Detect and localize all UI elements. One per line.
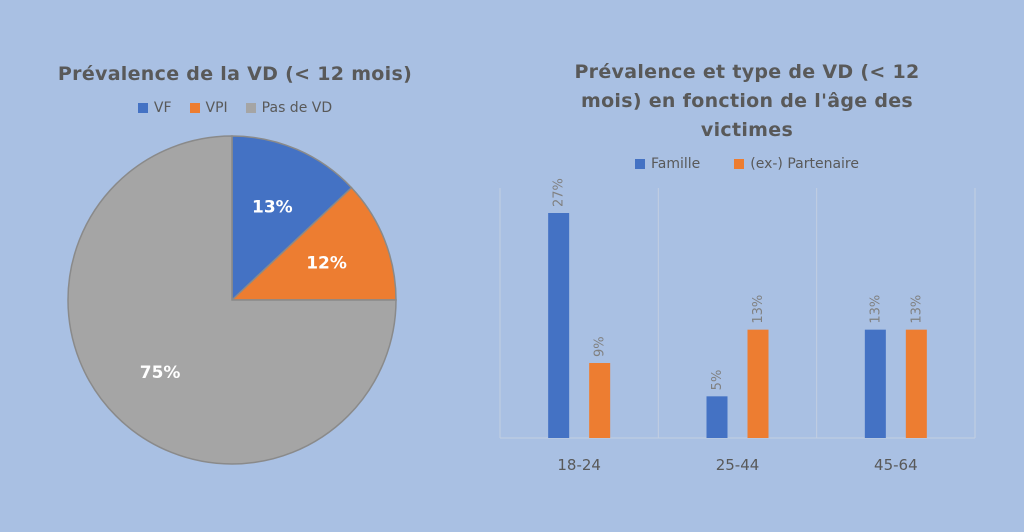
bar-data-label: 13% xyxy=(909,295,924,324)
bar-partenaire-45-64 xyxy=(905,329,927,438)
x-tick-label: 45-64 xyxy=(874,456,918,474)
bar-plot: 27% 9% 18-24 5% 13% 25-44 13% 13% 45-64 xyxy=(499,178,976,474)
x-tick-label: 25-44 xyxy=(716,456,760,474)
pie-legend: VF VPI Pas de VD xyxy=(0,100,470,116)
bar-legend: Famille (ex-) Partenaire xyxy=(470,156,1024,172)
bar-chart: Prévalence et type de VD (< 12 mois) en … xyxy=(470,0,1024,532)
legend-label-vpi: VPI xyxy=(205,100,228,116)
pie-slice-vpi xyxy=(230,186,397,301)
pie-slice-vf xyxy=(231,135,353,302)
legend-label-vf: VF xyxy=(153,100,172,116)
bar-partenaire-18-24 xyxy=(589,363,611,438)
legend-item-vf: VF xyxy=(137,100,172,116)
bar-partenaire-25-44 xyxy=(747,329,769,438)
bar-data-label: 27% xyxy=(552,178,567,207)
legend-item-pas-de-vd: Pas de VD xyxy=(245,100,333,116)
bar-famille-25-44 xyxy=(706,396,728,438)
legend-item-partenaire: (ex-) Partenaire xyxy=(734,156,859,172)
bar-chart-title: Prévalence et type de VD (< 12 mois) en … xyxy=(574,61,920,141)
bar-data-label: 13% xyxy=(868,295,883,324)
bar-famille-18-24 xyxy=(548,213,570,438)
legend-swatch-famille xyxy=(634,159,645,169)
legend-swatch-pas-de-vd xyxy=(245,103,256,113)
pie-data-label: 75% xyxy=(140,363,181,383)
legend-label-famille: Famille xyxy=(650,156,701,172)
pie-slice-pas-de-vd xyxy=(67,135,397,465)
bar-famille-45-64 xyxy=(864,329,886,438)
legend-label-partenaire: (ex-) Partenaire xyxy=(750,156,859,172)
pie-chart: Prévalence de la VD (< 12 mois) VF VPI P… xyxy=(0,0,470,532)
pie-data-label: 13% xyxy=(252,198,293,218)
legend-swatch-partenaire xyxy=(734,159,745,169)
pie-plot: 13% 12% 75% xyxy=(67,135,397,465)
legend-item-famille: Famille xyxy=(634,156,701,172)
pie-data-label: 12% xyxy=(306,254,347,274)
bar-data-label: 5% xyxy=(710,370,725,391)
legend-swatch-vf xyxy=(137,103,148,113)
legend-label-pas-de-vd: Pas de VD xyxy=(261,100,333,116)
legend-swatch-vpi xyxy=(189,103,200,113)
x-tick-label: 18-24 xyxy=(557,456,601,474)
bar-data-label: 13% xyxy=(751,295,766,324)
legend-item-vpi: VPI xyxy=(189,100,228,116)
bar-data-label: 9% xyxy=(593,336,608,357)
pie-chart-title: Prévalence de la VD (< 12 mois) xyxy=(57,63,413,85)
